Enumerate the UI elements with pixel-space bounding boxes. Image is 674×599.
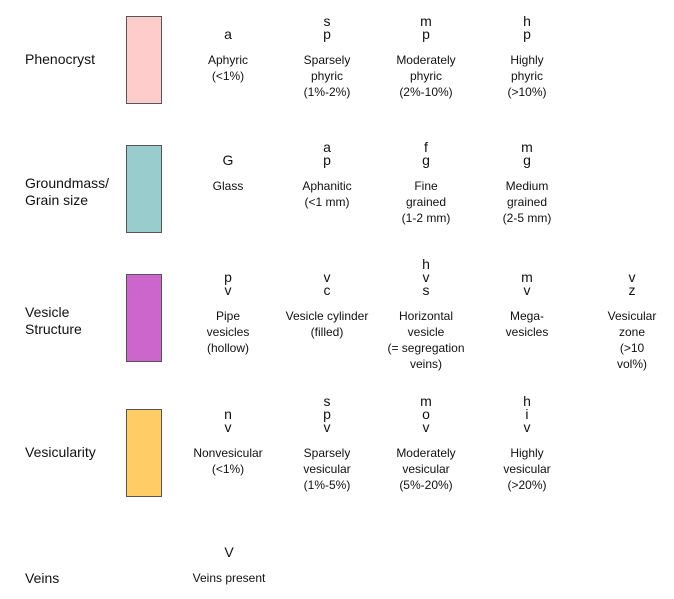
- legend-item: h p Highly phyric (>10%): [507, 13, 547, 100]
- vesicle-structure-color-swatch: [126, 274, 162, 362]
- lithology-code: s p: [323, 13, 331, 42]
- legend-item: G Glass: [212, 152, 244, 194]
- legend-item: p v Pipe vesicles (hollow): [206, 269, 250, 356]
- lithology-code: s p v: [323, 393, 331, 435]
- vesicularity-color-swatch: [126, 409, 162, 497]
- lithology-description: Highly vesicular (>20%): [503, 446, 551, 492]
- lithology-code: h v s: [422, 256, 430, 298]
- row-label-vesicularity: Vesicularity: [25, 444, 96, 460]
- lithology-description: Medium grained (2-5 mm): [502, 179, 552, 225]
- lithology-description: Vesicular zone (>10 vol%): [607, 309, 657, 371]
- lithology-code: a: [224, 26, 232, 42]
- lithology-code: h p: [523, 13, 531, 42]
- lithology-description: Glass: [212, 179, 244, 193]
- groundmass-color-swatch: [126, 145, 162, 233]
- phenocryst-color-swatch: [126, 16, 162, 104]
- legend-item: n v Nonvesicular (<1%): [193, 406, 263, 477]
- lithology-code: m o v: [420, 393, 432, 435]
- legend-item: h i v Highly vesicular (>20%): [503, 393, 551, 493]
- lithology-description: Sparsely phyric (1%-2%): [303, 53, 351, 99]
- legend-item: a Aphyric (<1%): [207, 26, 249, 84]
- lithology-code: m p: [420, 13, 432, 42]
- row-label-vesicle-structure: Vesicle Structure: [25, 304, 82, 337]
- row-label-veins: Veins: [25, 570, 60, 586]
- lithology-description: Veins present: [192, 571, 266, 585]
- lithology-code: h i v: [523, 393, 531, 435]
- legend-item: m v Mega- vesicles: [505, 269, 549, 340]
- lithology-description: Pipe vesicles (hollow): [206, 309, 250, 355]
- lithology-code: f g: [422, 139, 430, 168]
- legend-item: v z Vesicular zone (>10 vol%): [607, 269, 657, 372]
- legend-item: s p v Sparsely vesicular (1%-5%): [303, 393, 351, 493]
- legend-item: h v s Horizontal vesicle (= segregation …: [387, 256, 465, 372]
- lithology-code: G: [222, 152, 234, 168]
- legend-item: m g Medium grained (2-5 mm): [502, 139, 552, 226]
- legend-item: s p Sparsely phyric (1%-2%): [303, 13, 351, 100]
- lithology-description: Fine grained (1-2 mm): [401, 179, 451, 225]
- lithology-code: v z: [628, 269, 636, 298]
- legend-item: a p Aphanitic (<1 mm): [302, 139, 352, 210]
- lithology-description: Highly phyric (>10%): [507, 53, 547, 99]
- lithology-code: n v: [224, 406, 232, 435]
- legend-item: m o v Moderately vesicular (5%-20%): [396, 393, 456, 493]
- row-label-phenocryst: Phenocryst: [25, 51, 96, 67]
- lithology-description: Horizontal vesicle (= segregation veins): [387, 309, 465, 371]
- row-label-groundmass-grain-size: Groundmass/ Grain size: [25, 175, 110, 208]
- lithology-code: p v: [224, 269, 232, 298]
- lithology-code: m g: [521, 139, 533, 168]
- lithology-description: Vesicle cylinder (filled): [285, 309, 369, 339]
- lithology-description: Moderately phyric (2%-10%): [396, 53, 456, 99]
- legend-item: V Veins present: [192, 544, 266, 586]
- legend-item: m p Moderately phyric (2%-10%): [396, 13, 456, 100]
- lithology-description: Moderately vesicular (5%-20%): [396, 446, 456, 492]
- legend-item: v c Vesicle cylinder (filled): [285, 269, 369, 340]
- lithology-description: Mega- vesicles: [505, 309, 549, 339]
- lithology-description: Aphyric (<1%): [207, 53, 249, 83]
- lithology-code: V: [224, 544, 234, 560]
- legend-item: f g Fine grained (1-2 mm): [401, 139, 451, 226]
- lithology-code: v c: [323, 269, 331, 298]
- lithology-description: Aphanitic (<1 mm): [302, 179, 352, 209]
- lithology-description: Sparsely vesicular (1%-5%): [303, 446, 351, 492]
- lithology-description: Nonvesicular (<1%): [193, 446, 263, 476]
- lithology-code: m v: [521, 269, 533, 298]
- lithology-code: a p: [323, 139, 331, 168]
